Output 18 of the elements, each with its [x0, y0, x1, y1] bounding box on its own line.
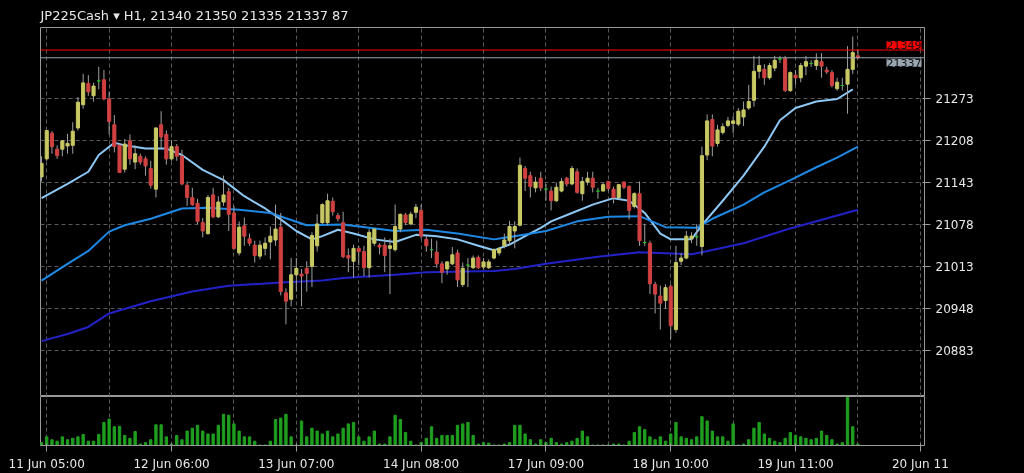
- x-tick-label: 14 Jun 08:00: [383, 456, 460, 471]
- x-tick-label: 18 Jun 10:00: [632, 456, 709, 471]
- y-tick-label: 20883: [935, 343, 974, 358]
- x-tick-label: 17 Jun 09:00: [507, 456, 585, 471]
- y-tick-label: 20948: [935, 301, 974, 316]
- ref-line-label: 21349: [886, 39, 922, 53]
- x-tick-label: 11 Jun 05:00: [8, 456, 85, 471]
- y-tick-label: 21273: [935, 92, 974, 107]
- ref-line-label: 21337: [886, 56, 922, 70]
- y-tick-label: 21208: [935, 134, 974, 149]
- x-tick-label: 12 Jun 06:00: [133, 456, 210, 471]
- y-tick-label: 21078: [935, 218, 974, 233]
- x-tick-label: 20 Jun 11: [891, 456, 949, 471]
- y-tick-label: 21013: [935, 259, 974, 274]
- x-tick-label: 19 Jun 11:00: [757, 456, 834, 471]
- x-tick-label: 13 Jun 07:00: [258, 456, 335, 471]
- chart-title: JP225Cash ▾ H1, 21340 21350 21335 21337 87: [39, 7, 349, 23]
- y-tick-label: 21143: [935, 176, 974, 191]
